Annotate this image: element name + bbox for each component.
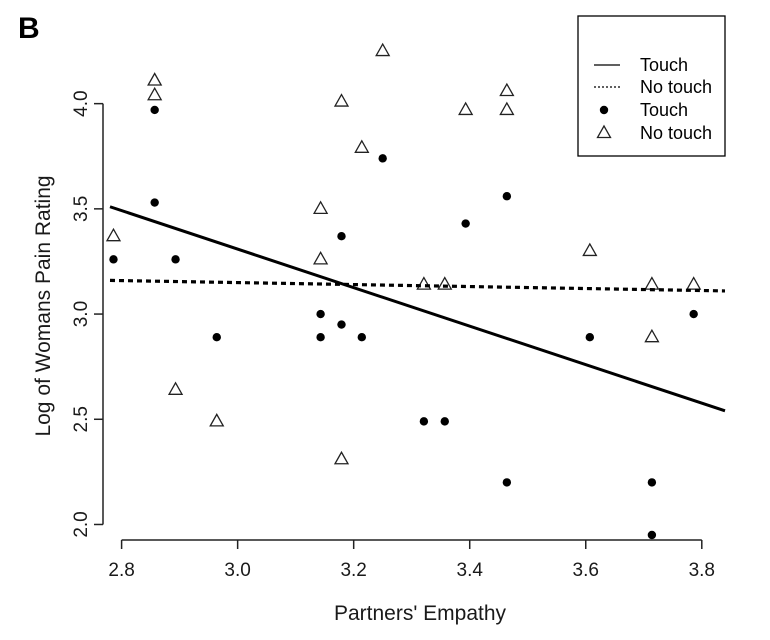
touch-point bbox=[585, 333, 595, 342]
touch-point bbox=[419, 417, 429, 426]
touch-point bbox=[378, 154, 387, 163]
no-touch-point bbox=[333, 93, 350, 107]
legend-label: Touch bbox=[640, 55, 688, 75]
y-tick-label: 2.0 bbox=[71, 511, 92, 537]
y-tick-label: 3.5 bbox=[71, 196, 92, 222]
x-tick-label: 3.8 bbox=[689, 560, 715, 581]
touch-regression-line bbox=[109, 205, 726, 413]
touch-point bbox=[357, 333, 367, 342]
touch-point bbox=[316, 309, 325, 319]
legend-circle-symbol bbox=[599, 105, 609, 115]
no-touch-point bbox=[312, 251, 329, 265]
no-touch-point bbox=[375, 42, 391, 57]
x-tick-label: 3.6 bbox=[573, 560, 599, 581]
x-axis-title: Partners' Empathy bbox=[334, 602, 507, 625]
no-touch-point bbox=[499, 82, 515, 97]
x-axis: 2.8 3.0 3.2 3.4 3.6 3.8 bbox=[108, 539, 715, 581]
no-touch-point bbox=[582, 242, 598, 257]
no-touch-point bbox=[333, 450, 350, 465]
touch-point bbox=[647, 530, 657, 540]
no-touch-point bbox=[147, 86, 163, 101]
x-tick-label: 3.4 bbox=[457, 560, 484, 581]
no-touch-point bbox=[354, 139, 370, 153]
touch-point bbox=[647, 478, 657, 487]
y-axis-title: Log of Womans Pain Rating bbox=[32, 175, 55, 436]
x-tick-label: 3.0 bbox=[224, 560, 250, 581]
no-touch-point bbox=[416, 276, 432, 290]
touch-point bbox=[502, 478, 512, 487]
legend-label: No touch bbox=[640, 123, 712, 143]
touch-point bbox=[502, 192, 512, 201]
touch-point bbox=[316, 333, 325, 342]
y-axis: 2.0 2.5 3.0 3.5 4.0 bbox=[71, 90, 104, 538]
touch-point bbox=[171, 255, 180, 264]
touch-point bbox=[440, 417, 449, 426]
y-tick-label: 4.0 bbox=[71, 90, 92, 116]
touch-point bbox=[150, 198, 159, 207]
y-tick-label: 3.0 bbox=[71, 301, 92, 327]
no-touch-point bbox=[437, 276, 453, 290]
touch-point bbox=[337, 232, 346, 241]
touch-point bbox=[689, 309, 698, 319]
touch-point bbox=[109, 255, 118, 264]
no-touch-point bbox=[105, 227, 122, 242]
no-touch-point bbox=[209, 413, 225, 427]
no-touch-point bbox=[147, 72, 163, 86]
touch-point bbox=[461, 219, 470, 228]
no-touch-point bbox=[644, 276, 660, 290]
no-touch-point bbox=[499, 101, 515, 116]
legend-box bbox=[577, 15, 726, 157]
legend-label: Touch bbox=[640, 100, 688, 120]
plot-area bbox=[105, 42, 726, 540]
x-tick-label: 2.8 bbox=[108, 560, 134, 581]
no-touch-point bbox=[458, 101, 474, 116]
x-tick-label: 3.2 bbox=[340, 560, 366, 581]
legend-triangle-symbol bbox=[596, 124, 612, 139]
touch-point bbox=[337, 320, 346, 329]
no-touch-regression-line bbox=[109, 278, 726, 293]
no-touch-point bbox=[686, 276, 702, 290]
no-touch-point bbox=[312, 200, 329, 215]
legend-label: No touch bbox=[640, 77, 712, 97]
touch-point bbox=[150, 105, 159, 115]
no-touch-point bbox=[167, 381, 184, 395]
panel-label: B bbox=[18, 12, 40, 45]
touch-point bbox=[212, 333, 221, 342]
no-touch-point bbox=[644, 328, 660, 343]
y-tick-label: 2.5 bbox=[71, 406, 92, 432]
